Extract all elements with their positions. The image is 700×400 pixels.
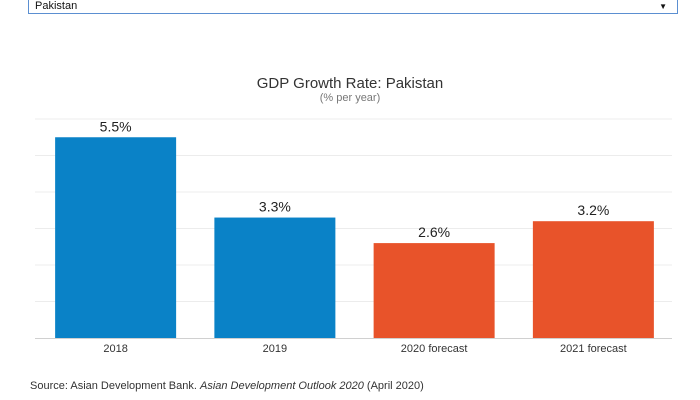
country-select[interactable]: Pakistan ▼ [28,0,678,14]
x-tick-label: 2019 [263,343,287,355]
data-label: 5.5% [100,118,132,134]
x-tick-label: 2020 forecast [401,343,468,355]
caret-down-icon[interactable]: ▼ [659,1,667,11]
data-label: 3.2% [577,202,609,218]
bar [214,217,336,338]
country-select-value: Pakistan [35,0,78,12]
data-label: 3.3% [259,199,291,215]
x-tick-label: 2021 forecast [560,343,627,355]
chart-title: GDP Growth Rate: Pakistan [256,75,444,92]
bar [532,221,654,338]
data-label: 2.6% [418,224,450,240]
source-prefix: Source: Asian Development Bank. [30,380,200,392]
bar [373,243,495,338]
x-tick-label: 2018 [103,343,127,355]
source-suffix: (April 2020) [363,380,424,392]
bar [55,137,177,338]
chart-subtitle: (% per year) [319,92,381,104]
source-title: Asian Development Outlook 2020 [199,380,364,392]
source-note: Source: Asian Development Bank. Asian De… [30,380,424,392]
